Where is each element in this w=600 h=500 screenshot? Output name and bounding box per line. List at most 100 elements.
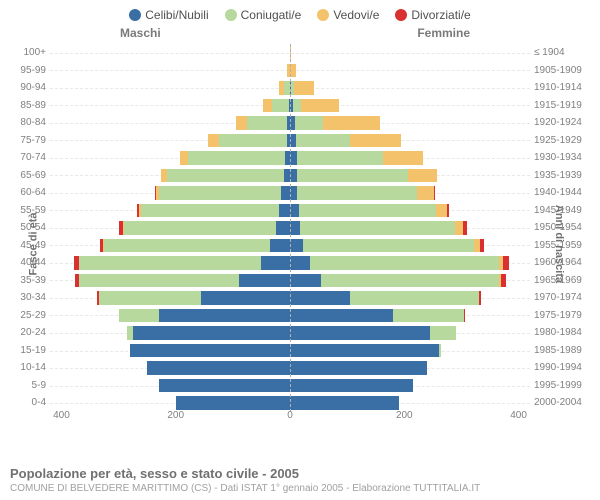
bar-segment <box>290 256 310 270</box>
gender-male-label: Maschi <box>120 26 161 40</box>
age-label: 5-9 <box>10 377 46 395</box>
bar-segment <box>303 239 474 253</box>
legend-item: Celibi/Nubili <box>129 8 208 22</box>
bar-segment <box>261 256 290 270</box>
bar-segment <box>159 379 290 393</box>
bar-male <box>50 99 290 113</box>
age-label: 10-14 <box>10 359 46 377</box>
birthyear-label: 1975-1979 <box>534 307 594 325</box>
bar-segment <box>310 256 499 270</box>
bar-female <box>290 204 530 218</box>
bar-segment <box>272 99 289 113</box>
birthyear-label: 1940-1944 <box>534 184 594 202</box>
bar-female <box>290 379 530 393</box>
center-line <box>290 44 291 412</box>
birthyear-label: 1945-1949 <box>534 202 594 220</box>
bar-segment <box>290 361 427 375</box>
bar-segment <box>350 134 401 148</box>
bar-segment <box>290 309 393 323</box>
bar-female <box>290 46 530 60</box>
bar-segment <box>159 309 290 323</box>
bar-segment <box>455 221 464 235</box>
bar-segment <box>439 344 442 358</box>
bar-male <box>50 291 290 305</box>
chart-footer: Popolazione per età, sesso e stato civil… <box>10 466 590 494</box>
bar-female <box>290 169 530 183</box>
x-axis: 4002000200400 <box>50 410 530 424</box>
bar-female <box>290 116 530 130</box>
bar-segment <box>301 99 338 113</box>
bar-male <box>50 239 290 253</box>
bar-male <box>50 64 290 78</box>
bar-segment <box>290 204 299 218</box>
legend-item: Divorziati/e <box>395 8 470 22</box>
birthyear-label: 2000-2004 <box>534 394 594 412</box>
bar-segment <box>296 134 350 148</box>
bar-segment <box>299 204 436 218</box>
bar-male <box>50 256 290 270</box>
gender-labels: Maschi Femmine <box>0 26 600 44</box>
x-tick: 400 <box>53 410 70 421</box>
birthyear-label: 1960-1964 <box>534 254 594 272</box>
bar-male <box>50 396 290 410</box>
bar-segment <box>290 221 300 235</box>
legend-swatch <box>395 9 407 21</box>
bar-female <box>290 309 530 323</box>
x-tick: 200 <box>396 410 413 421</box>
bar-male <box>50 309 290 323</box>
x-tick: 200 <box>167 410 184 421</box>
age-label: 20-24 <box>10 324 46 342</box>
bar-male <box>50 46 290 60</box>
age-label: 65-69 <box>10 167 46 185</box>
bar-segment <box>430 326 456 340</box>
legend-item: Vedovi/e <box>317 8 379 22</box>
bar-segment <box>436 204 447 218</box>
legend-label: Divorziati/e <box>411 8 470 22</box>
bar-female <box>290 326 530 340</box>
birthyear-label: 1925-1929 <box>534 132 594 150</box>
birthyear-label: 1930-1934 <box>534 149 594 167</box>
birthyear-label: ≤ 1904 <box>534 44 594 62</box>
birthyear-label: 1905-1909 <box>534 62 594 80</box>
bar-segment <box>99 291 202 305</box>
bar-segment <box>263 99 272 113</box>
legend-swatch <box>129 9 141 21</box>
bar-male <box>50 274 290 288</box>
bar-segment <box>480 239 485 253</box>
bar-segment <box>159 186 282 200</box>
bar-female <box>290 291 530 305</box>
bar-segment <box>247 116 287 130</box>
bar-segment <box>290 274 321 288</box>
bar-segment <box>383 151 423 165</box>
x-tick: 0 <box>287 410 293 421</box>
bar-male <box>50 204 290 218</box>
birthyear-label: 1980-1984 <box>534 324 594 342</box>
age-label: 60-64 <box>10 184 46 202</box>
footer-title: Popolazione per età, sesso e stato civil… <box>10 466 590 481</box>
bar-segment <box>290 396 399 410</box>
legend-label: Coniugati/e <box>241 8 302 22</box>
age-label: 80-84 <box>10 114 46 132</box>
bar-segment <box>434 186 435 200</box>
birthyear-label: 1985-1989 <box>534 342 594 360</box>
bar-segment <box>290 239 303 253</box>
birthyear-label: 1910-1914 <box>534 79 594 97</box>
bar-segment <box>464 309 465 323</box>
bar-segment <box>290 344 439 358</box>
bar-female <box>290 186 530 200</box>
bar-segment <box>147 361 290 375</box>
bar-segment <box>130 344 290 358</box>
bar-segment <box>104 239 270 253</box>
birthyear-label: 1990-1994 <box>534 359 594 377</box>
birthyear-label: 1915-1919 <box>534 97 594 115</box>
bar-male <box>50 379 290 393</box>
chart-container: Celibi/Nubili Coniugati/e Vedovi/e Divorzia… <box>0 0 600 500</box>
bar-male <box>50 134 290 148</box>
age-label: 95-99 <box>10 62 46 80</box>
birthyear-label: 1950-1954 <box>534 219 594 237</box>
bar-male <box>50 116 290 130</box>
birthyear-label: 1995-1999 <box>534 377 594 395</box>
bar-segment <box>297 151 383 165</box>
bar-segment <box>180 151 189 165</box>
bar-segment <box>295 116 324 130</box>
